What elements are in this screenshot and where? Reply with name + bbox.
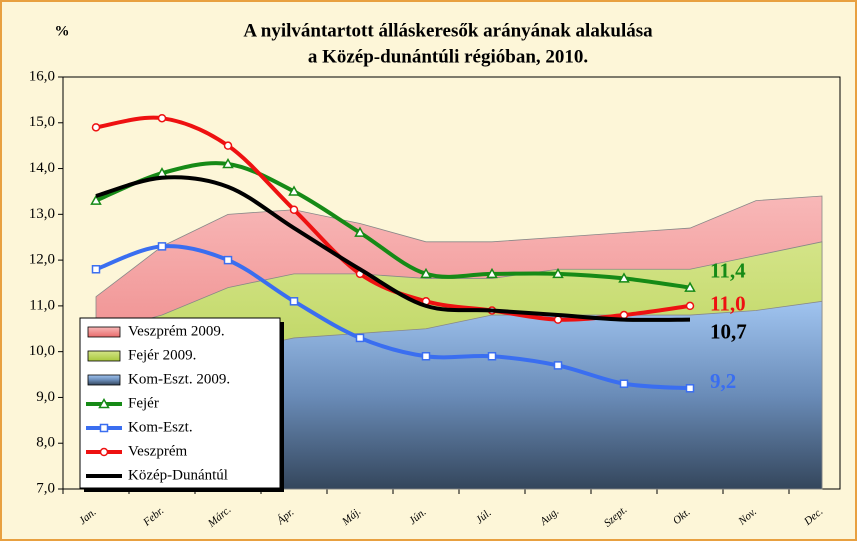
marker: [157, 242, 167, 251]
marker: [618, 272, 630, 283]
marker: [420, 267, 432, 279]
marker: [487, 351, 497, 361]
value-label: 9,2: [710, 369, 736, 393]
legend-label: Kom-Eszt. 2009.: [128, 371, 230, 387]
marker: [552, 267, 564, 279]
marker: [91, 265, 101, 274]
marker: [223, 141, 233, 150]
marker: [91, 123, 101, 132]
line: [95, 161, 691, 290]
marker: [157, 113, 167, 123]
legend-swatch: [87, 374, 121, 386]
marker: [619, 379, 629, 388]
y-tick-label: 13,0: [29, 206, 55, 222]
marker: [98, 397, 110, 409]
marker: [354, 226, 366, 237]
y-tick-label: 15,0: [29, 114, 55, 130]
legend-label: Veszprém: [128, 443, 187, 459]
marker: [222, 157, 234, 169]
value-label: 11,4: [710, 258, 746, 282]
marker: [684, 281, 696, 292]
marker: [685, 384, 695, 393]
marker: [99, 447, 109, 457]
marker: [288, 185, 300, 196]
y-tick-label: 11,0: [29, 297, 55, 313]
marker: [553, 361, 563, 370]
y-axis-label: %: [55, 23, 70, 39]
y-tick-label: 14,0: [29, 160, 55, 176]
marker: [421, 351, 431, 361]
legend-label: Közép-Dunántúl: [128, 467, 228, 483]
y-tick-label: 9,0: [36, 389, 55, 405]
marker: [685, 301, 695, 311]
y-tick-label: 10,0: [29, 343, 55, 359]
legend-swatch: [87, 326, 121, 338]
legend-label: Fejér 2009.: [128, 347, 196, 363]
value-label: 10,7: [710, 319, 747, 343]
line: [95, 244, 691, 391]
legend-swatch: [87, 350, 121, 362]
marker: [619, 310, 629, 320]
legend: Veszprém 2009. Fejér 2009. Kom-Eszt. 2009.…: [79, 317, 284, 492]
legend-label: Kom-Eszt.: [128, 419, 193, 435]
marker: [289, 297, 299, 306]
marker: [99, 423, 109, 433]
value-label: 11,0: [710, 292, 746, 316]
line: [95, 175, 691, 322]
y-tick-label: 12,0: [29, 252, 55, 268]
chart-title: A nyilvántartott álláskeresők arányának …: [243, 20, 653, 41]
marker: [289, 205, 299, 215]
y-tick-label: 16,0: [29, 68, 55, 84]
legend-label: Fejér: [128, 395, 159, 411]
marker: [355, 333, 365, 343]
marker: [223, 255, 233, 265]
marker: [486, 267, 498, 279]
chart-title: a Közép-dunántúli régióban, 2010.: [308, 46, 588, 67]
y-tick-label: 7,0: [36, 480, 55, 496]
y-tick-label: 8,0: [36, 435, 55, 451]
legend-label: Veszprém 2009.: [128, 323, 225, 339]
marker: [90, 194, 102, 205]
